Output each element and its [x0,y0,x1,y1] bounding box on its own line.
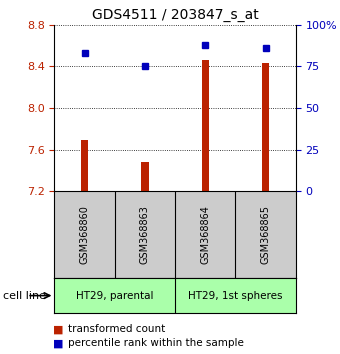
Text: GSM368865: GSM368865 [261,205,271,264]
Text: ■: ■ [53,338,63,348]
Title: GDS4511 / 203847_s_at: GDS4511 / 203847_s_at [92,8,258,22]
Text: GSM368863: GSM368863 [140,205,150,264]
Text: cell line: cell line [3,291,46,301]
Bar [202,60,209,191]
Text: GSM368860: GSM368860 [80,205,89,264]
Text: HT29, parental: HT29, parental [76,291,153,301]
Text: GSM368864: GSM368864 [200,205,210,264]
Bar [81,140,88,191]
Text: ■: ■ [53,324,63,334]
Text: percentile rank within the sample: percentile rank within the sample [68,338,244,348]
Text: transformed count: transformed count [68,324,165,334]
Bar [141,162,149,191]
Bar [262,63,269,191]
Text: HT29, 1st spheres: HT29, 1st spheres [188,291,283,301]
